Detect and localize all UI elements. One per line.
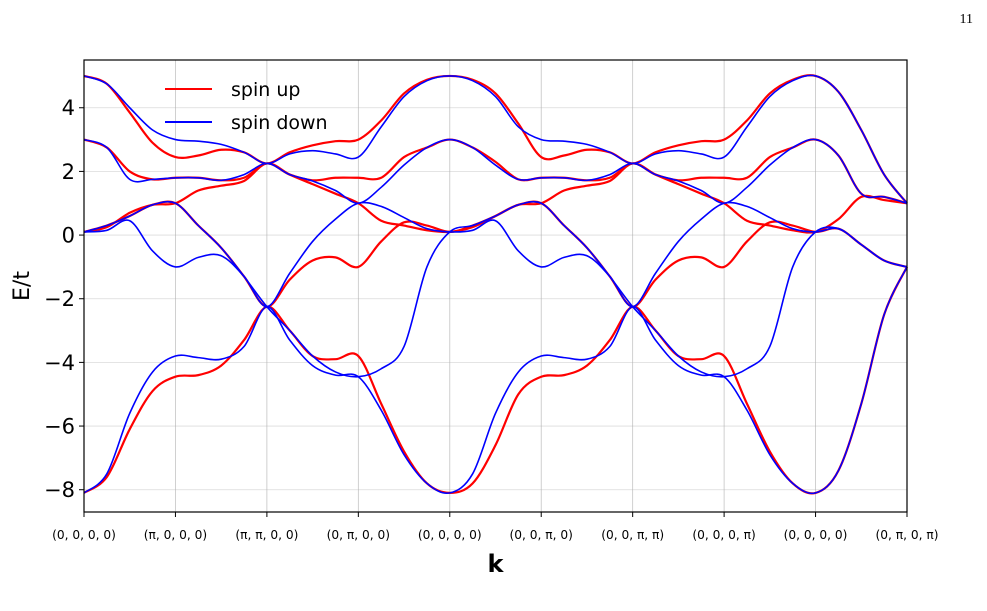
y-tick-label: −6 xyxy=(44,415,75,439)
x-tick-label: (0, 0, 0, 0) xyxy=(52,528,116,542)
band-line xyxy=(83,200,908,308)
band-line xyxy=(83,74,908,204)
x-tick-label: (π, 0, 0, 0) xyxy=(144,528,207,542)
plot-frame xyxy=(83,59,908,513)
legend-label-spin-down: spin down xyxy=(231,112,328,134)
legend: spin up spin down xyxy=(165,79,328,134)
x-tick-label: (0, 0, π, π) xyxy=(601,528,664,542)
band-line xyxy=(83,138,908,205)
band-line xyxy=(83,266,908,495)
x-tick-label: (0, π, 0, π) xyxy=(876,528,939,542)
legend-label-spin-up: spin up xyxy=(231,79,300,101)
x-tick-label: (0, π, 0, 0) xyxy=(327,528,390,542)
band-line xyxy=(83,200,908,378)
series-spin-down xyxy=(83,74,908,495)
y-tick-label: 4 xyxy=(62,96,75,120)
x-axis-label: k xyxy=(488,550,505,578)
y-tick-label: 2 xyxy=(62,160,75,184)
x-tick-label: (0, 0, 0, 0) xyxy=(784,528,848,542)
series-spin-up xyxy=(83,74,908,495)
x-tick-label: (0, 0, 0, 0) xyxy=(418,528,482,542)
y-tick-label: −4 xyxy=(44,351,75,375)
band-line xyxy=(83,266,908,495)
tick-layer: (0, 0, 0, 0) (π, 0, 0, 0) (π, π, 0, 0) (0, … xyxy=(44,96,938,542)
x-tick-label: (π, π, 0, 0) xyxy=(235,528,298,542)
x-tick-label: (0, 0, 0, π) xyxy=(692,528,755,542)
y-tick-label: 0 xyxy=(62,224,75,248)
y-tick-label: −2 xyxy=(44,287,75,311)
y-tick-label: −8 xyxy=(44,478,75,502)
y-axis-label: E/t xyxy=(10,271,35,301)
page-number: 11 xyxy=(959,12,973,27)
band-line xyxy=(83,201,908,308)
band-line xyxy=(83,74,908,204)
x-tick-label: (0, 0, π, 0) xyxy=(510,528,573,542)
series-layer xyxy=(83,74,908,495)
